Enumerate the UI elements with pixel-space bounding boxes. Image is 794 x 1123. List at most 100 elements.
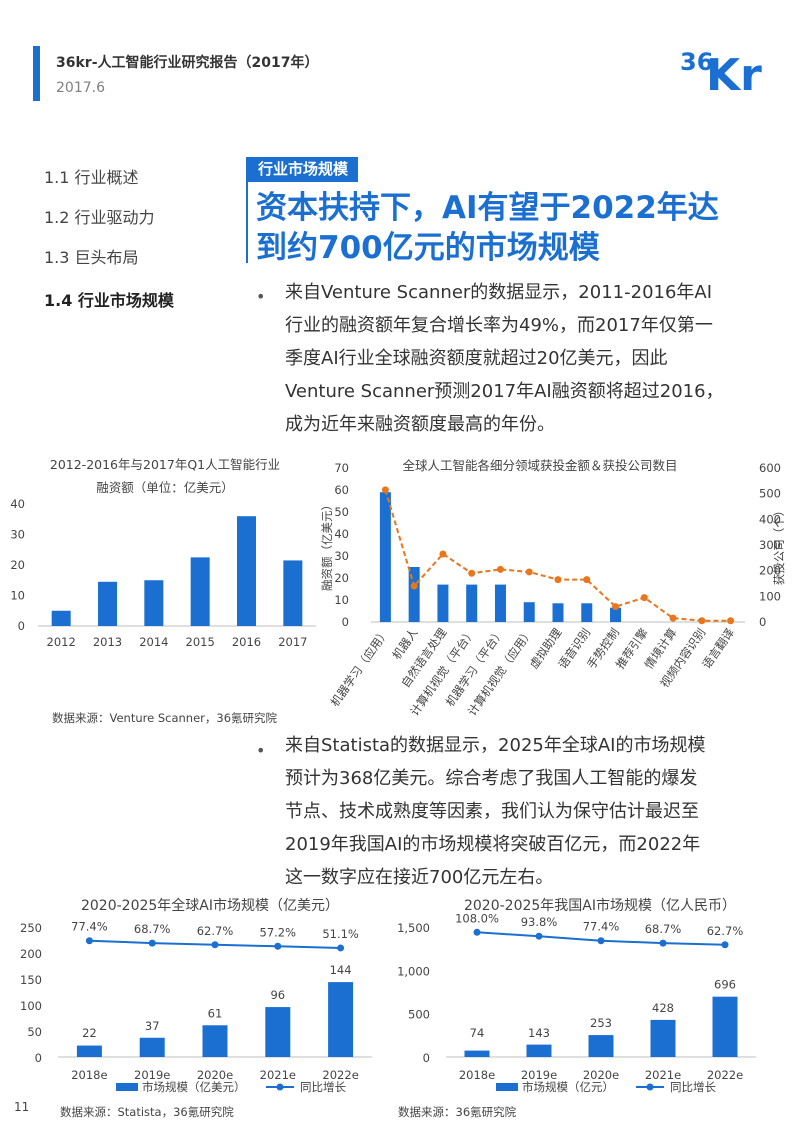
growth-data-label: 68.7% <box>134 922 171 936</box>
legend-line-marker <box>276 1083 284 1091</box>
legend-bar-label: 市场规模（亿美元） <box>142 1080 246 1094</box>
x-tick-label: 2022e <box>322 1068 358 1082</box>
bullet-marker: • <box>256 741 266 760</box>
legend-bar-swatch <box>496 1083 518 1091</box>
report-date: 2017.6 <box>56 80 105 96</box>
company-count-point <box>640 594 648 602</box>
market-size-bar <box>76 1045 102 1057</box>
growth-rate-point <box>337 944 345 952</box>
chart4-china-ai-market-chart: 0 500 1,000 1,500 74 2018e 143 2019e 253 2020e 428… <box>397 911 756 1094</box>
growth-data-label: 62.7% <box>707 924 744 938</box>
funding-bar <box>190 557 210 626</box>
y-tick-label: 40 <box>334 527 349 541</box>
paragraph-line: 2019年我国AI的市场规模将突破百亿元，而2022年 <box>285 834 701 855</box>
growth-rate-point <box>597 937 605 945</box>
nav-item[interactable]: 1.1 行业概述 <box>44 168 139 187</box>
chart3-global-ai-market-chart: 0 50 100 150 200 250 22 2018e 37 2019e 61 2020e 96 20… <box>20 920 372 1094</box>
market-size-bar <box>328 982 354 1057</box>
chart4-title: 2020-2025年我国AI市场规模（亿人民币） <box>463 898 736 914</box>
x-tick-label: 2021e <box>645 1068 681 1082</box>
y-tick-label: 200 <box>20 947 42 961</box>
y-tick-label: 70 <box>334 461 349 475</box>
x-tick-label: 2018e <box>71 1068 107 1082</box>
chart1-funding-bar-chart: 0 10 20 30 40 2012 2013 2014 2015 2016 2017 <box>10 497 316 649</box>
paragraph-line: 来自Venture Scanner的数据显示，2011-2016年AI <box>285 282 713 303</box>
legend-line-marker <box>646 1083 654 1091</box>
growth-data-label: 93.8% <box>521 915 558 929</box>
funding-bar <box>98 581 117 626</box>
growth-rate-point <box>473 928 481 936</box>
x-tick-label: 2014 <box>139 635 168 649</box>
chart1-title: 2012-2016年与2017年Q1人工智能行业 融资额（单位：亿美元） <box>20 454 310 496</box>
bar-data-label: 253 <box>590 1016 612 1030</box>
company-count-point <box>669 614 677 622</box>
company-count-point <box>439 550 447 558</box>
y2-tick-label: 200 <box>759 564 781 578</box>
y-tick-label: 10 <box>334 593 349 607</box>
x-tick-label: 2019e <box>521 1068 557 1082</box>
y-tick-label: 0 <box>18 619 25 633</box>
funding-bar <box>283 560 303 626</box>
growth-rate-point <box>659 939 667 947</box>
bar-data-label: 143 <box>528 1026 550 1040</box>
y-tick-label: 0 <box>423 1051 430 1065</box>
y-axis-label: 融资额（亿美元） <box>320 499 334 591</box>
headline-accent-line <box>246 157 248 263</box>
market-size-bar <box>588 1035 614 1057</box>
x-tick-label: 2017 <box>278 635 307 649</box>
paragraph-line: 节点、技术成熟度等因素，我们认为保守估计最迟至 <box>285 801 699 822</box>
bar-data-label: 96 <box>270 988 285 1002</box>
y-tick-label: 10 <box>10 589 25 603</box>
y-tick-label: 50 <box>334 505 349 519</box>
market-size-bar <box>712 996 738 1057</box>
x-tick-label: 2022e <box>707 1068 743 1082</box>
paragraph-line: 成为近年来融资额度最高的年份。 <box>285 414 555 435</box>
bar-data-label: 37 <box>145 1019 160 1033</box>
chart1-title-line1: 2012-2016年与2017年Q1人工智能行业 <box>49 457 281 472</box>
x-tick-label: 2016 <box>232 635 261 649</box>
chart1-title-line2: 融资额（单位：亿美元） <box>96 480 234 495</box>
funding-bar <box>144 580 164 626</box>
y-tick-label: 30 <box>334 549 349 563</box>
bullet-paragraph-2: 来自Statista的数据显示，2025年全球AI的市场规模 预计为368亿美元… <box>285 729 745 894</box>
paragraph-line: 来自Statista的数据显示，2025年全球AI的市场规模 <box>285 735 706 756</box>
y-tick-label: 60 <box>334 483 349 497</box>
market-size-bar <box>464 1050 490 1057</box>
logo-text-kr: Kr <box>706 50 762 94</box>
y-tick-label: 40 <box>10 497 25 511</box>
bar-data-label: 61 <box>208 1006 223 1020</box>
chart4-source: 数据来源：36氪研究院 <box>398 1105 517 1119</box>
x-tick-label: 2021e <box>260 1068 296 1082</box>
nav-item[interactable]: 1.4 行业市场规模 <box>44 291 174 310</box>
x-tick-label: 2015 <box>186 635 215 649</box>
company-count-point <box>583 576 591 584</box>
growth-data-label: 108.0% <box>455 911 499 925</box>
market-size-bar <box>650 1019 676 1057</box>
chart3-source: 数据来源：Statista，36氪研究院 <box>60 1105 234 1119</box>
y2-tick-label: 400 <box>759 512 781 526</box>
market-size-bar <box>139 1037 165 1057</box>
growth-rate-point <box>85 937 93 945</box>
chart2-title: 全球人工智能各细分领域获投金额＆获投公司数目 <box>402 458 678 473</box>
x-tick-label: 2020e <box>197 1068 233 1082</box>
market-size-bar <box>526 1044 552 1057</box>
funding-bar <box>494 584 506 622</box>
funding-bar <box>466 584 478 622</box>
y2-tick-label: 300 <box>759 538 781 552</box>
bullet-marker: • <box>256 287 266 306</box>
company-count-point <box>698 617 706 625</box>
y-tick-label: 30 <box>10 528 25 542</box>
company-count-point <box>496 565 504 573</box>
bar-data-label: 144 <box>330 963 352 977</box>
market-size-bar <box>202 1025 228 1057</box>
bar-data-label: 696 <box>714 978 736 992</box>
funding-bar <box>552 603 564 622</box>
nav-item[interactable]: 1.3 巨头布局 <box>44 248 139 267</box>
funding-bar <box>523 602 535 622</box>
bar-data-label: 428 <box>652 1001 674 1015</box>
bar-data-label: 74 <box>470 1026 485 1040</box>
nav-item[interactable]: 1.2 行业驱动力 <box>44 208 155 227</box>
company-count-point <box>612 603 620 611</box>
y2-tick-label: 600 <box>759 461 781 475</box>
funding-bar <box>408 567 420 622</box>
